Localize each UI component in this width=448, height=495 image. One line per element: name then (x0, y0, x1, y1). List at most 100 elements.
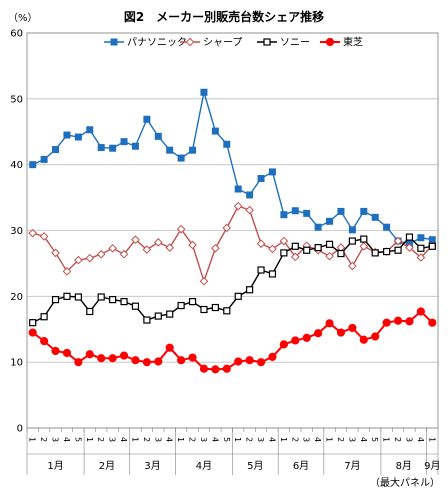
data-point (62, 348, 72, 358)
month-label: 7月 (344, 460, 360, 472)
data-point (29, 161, 37, 169)
data-point (291, 207, 299, 215)
data-point (120, 138, 128, 146)
month-label: 2月 (99, 460, 115, 472)
data-point (188, 298, 197, 306)
x-tick-label: 3 (108, 437, 117, 442)
data-point (268, 168, 276, 176)
data-point (86, 307, 94, 316)
x-tick-label: 2 (336, 437, 345, 442)
x-tick-label: 4 (313, 437, 322, 442)
y-tick-label: 20 (10, 292, 23, 303)
data-point (166, 146, 174, 154)
data-point (256, 239, 266, 248)
x-tick-label: 5 (222, 437, 231, 442)
data-point (383, 223, 391, 231)
x-tick-label: 2 (393, 437, 402, 442)
data-point (177, 356, 186, 365)
x-tick-label: 2 (245, 437, 254, 442)
data-point (245, 356, 254, 365)
data-point (382, 318, 391, 327)
data-point (199, 276, 209, 286)
x-tick-label: 1 (325, 437, 334, 442)
data-point (360, 235, 368, 243)
data-point (405, 233, 414, 241)
data-point (188, 240, 197, 250)
gridlines (27, 32, 438, 429)
x-tick-label: 4 (119, 437, 128, 442)
x-tick-label: 5 (73, 437, 82, 442)
data-point (142, 245, 152, 254)
data-point (290, 252, 300, 262)
x-tick-label: 2 (188, 437, 197, 442)
data-point (211, 127, 219, 135)
data-point (39, 232, 49, 241)
data-point (154, 132, 162, 140)
data-point (200, 88, 208, 96)
data-point (96, 249, 106, 259)
x-tick-label: 5 (370, 437, 379, 442)
month-label: 5月 (247, 460, 263, 472)
data-point (177, 154, 185, 162)
data-point (51, 346, 60, 356)
x-tick-label: 3 (256, 437, 265, 442)
data-point (109, 144, 117, 152)
data-point (131, 142, 139, 150)
data-point (371, 213, 379, 221)
data-point (188, 353, 197, 362)
x-axis-note-label: （最大パネル） (370, 476, 440, 489)
legend-label: 東芝 (343, 36, 363, 49)
x-tick-label: 2 (142, 437, 151, 442)
x-tick-label: 1 (279, 437, 288, 442)
data-point (62, 267, 72, 276)
data-point (109, 296, 117, 304)
data-point (416, 307, 425, 316)
data-point (371, 332, 380, 341)
series-line (32, 310, 433, 371)
x-tick-label: 4 (267, 437, 276, 442)
data-point (131, 235, 140, 245)
x-tick-label: 4 (165, 437, 174, 442)
x-tick-label: 3 (302, 437, 311, 442)
data-point (211, 303, 219, 312)
data-point (245, 205, 254, 215)
data-point (348, 323, 357, 333)
data-point (222, 364, 231, 373)
data-point (393, 236, 403, 246)
data-point (63, 131, 71, 139)
data-point (416, 253, 426, 262)
month-label: 6月 (293, 460, 309, 472)
data-point (85, 350, 94, 359)
data-point (246, 286, 254, 294)
data-point (165, 243, 175, 252)
data-point (405, 243, 414, 252)
legend-marker (263, 38, 271, 46)
data-point (394, 246, 402, 254)
data-point (428, 318, 437, 327)
data-point (256, 358, 266, 367)
data-point (131, 302, 140, 310)
data-point (383, 247, 391, 256)
x-tick-label: 1 (130, 437, 139, 442)
legend-marker (185, 37, 195, 47)
data-point (280, 249, 288, 257)
data-point (405, 317, 414, 326)
data-point (314, 329, 323, 338)
data-point (279, 340, 288, 349)
data-point (268, 244, 277, 254)
data-point (28, 328, 37, 337)
data-point (223, 140, 231, 148)
data-point (314, 223, 322, 231)
data-point (199, 364, 209, 373)
data-point (234, 185, 242, 193)
data-point (257, 174, 265, 182)
data-point (359, 335, 368, 344)
series-0 (29, 88, 436, 248)
data-point (119, 249, 129, 259)
data-point (97, 144, 105, 152)
x-tick-label: 1 (28, 437, 37, 442)
x-tick-label: 1 (233, 437, 242, 442)
data-point (119, 351, 129, 360)
